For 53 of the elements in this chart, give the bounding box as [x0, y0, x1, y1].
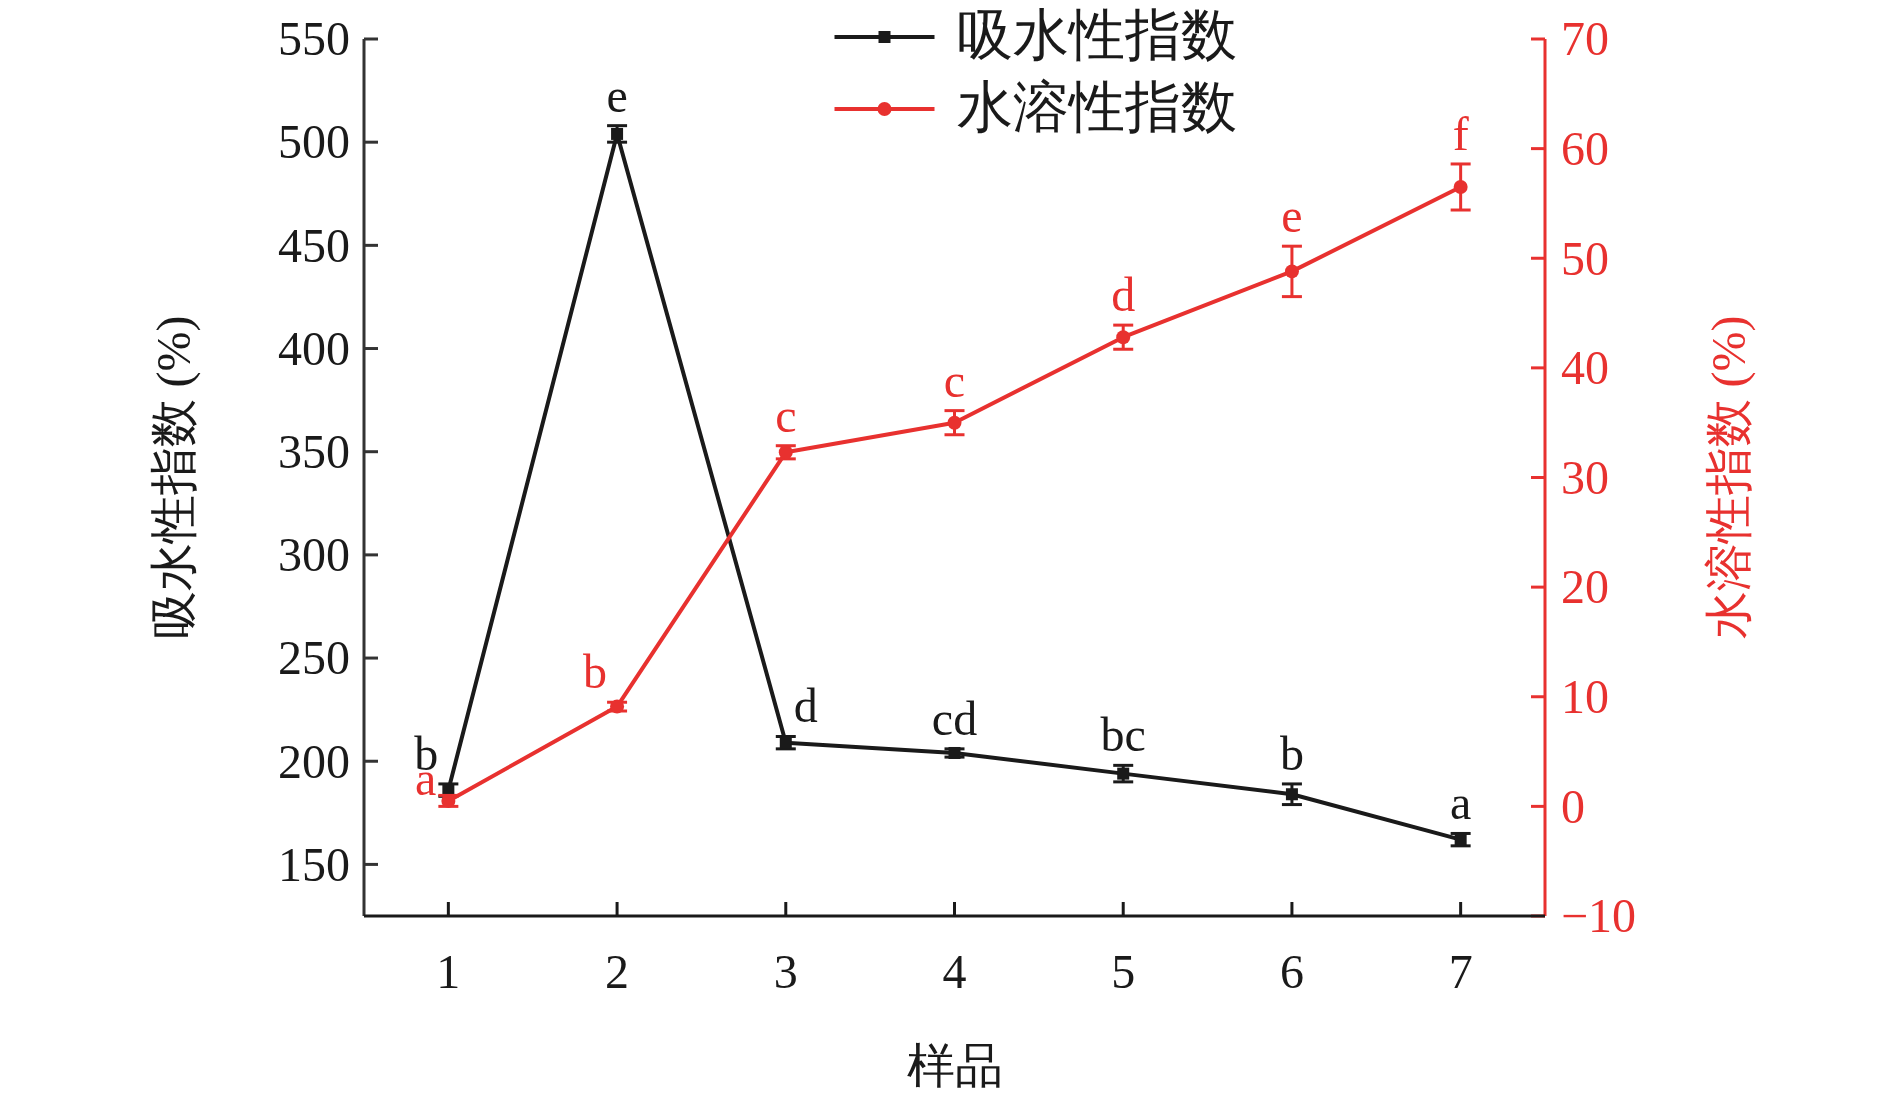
point — [1453, 179, 1468, 194]
data-label: c — [943, 353, 966, 407]
y-tick-label: 150 — [278, 837, 350, 891]
data-label: e — [1281, 189, 1303, 243]
data-label: d — [793, 679, 818, 733]
y-tick-label: 350 — [278, 425, 350, 479]
y2-tick-label: 40 — [1561, 341, 1609, 395]
point — [1454, 833, 1467, 846]
y2-tick-label: 50 — [1561, 231, 1609, 285]
data-label: cd — [931, 691, 978, 745]
y2-tick-label: 30 — [1561, 450, 1609, 504]
x-tick-label: 7 — [1448, 945, 1473, 998]
y2-tick-label: 70 — [1561, 12, 1609, 66]
y-tick-label: 200 — [278, 734, 350, 788]
data-label: c — [775, 388, 797, 442]
y-tick-label: 550 — [278, 12, 350, 66]
point — [948, 746, 961, 759]
data-label: f — [1452, 106, 1469, 160]
point — [611, 127, 624, 140]
legend-label: 吸水性指数 — [956, 4, 1237, 67]
y-tick-label: 400 — [278, 321, 350, 375]
x-tick-label: 1 — [436, 945, 461, 998]
point — [947, 415, 962, 430]
y2-tick-label: 60 — [1561, 121, 1609, 175]
y2-tick-label: 0 — [1561, 779, 1585, 833]
y2-tick-label: −10 — [1561, 889, 1637, 943]
y2-axis-title: 水溶性指数 (%) — [1702, 315, 1756, 640]
y-tick-label: 300 — [278, 528, 350, 582]
point — [1284, 264, 1299, 279]
data-label: b — [1279, 726, 1304, 780]
x-tick-label: 4 — [942, 945, 967, 998]
data-label: e — [606, 68, 628, 122]
y-tick-label: 250 — [278, 631, 350, 685]
data-label: b — [583, 645, 608, 699]
point — [1116, 330, 1131, 345]
x-tick-label: 5 — [1111, 945, 1136, 998]
point — [610, 699, 625, 714]
data-label: bc — [1100, 708, 1146, 762]
y-tick-label: 450 — [278, 218, 350, 272]
legend-label: 水溶性指数 — [956, 76, 1237, 139]
x-axis-title: 样品 — [906, 1039, 1003, 1092]
x-tick-label: 2 — [605, 945, 630, 998]
data-label: d — [1111, 268, 1136, 322]
point — [1117, 767, 1130, 780]
y2-tick-label: 10 — [1561, 670, 1609, 724]
point — [778, 445, 793, 460]
data-label: a — [1449, 776, 1472, 830]
x-tick-label: 3 — [773, 945, 798, 998]
y-axis-title: 吸水性指数 (%) — [147, 315, 201, 640]
point — [1285, 788, 1298, 801]
y2-tick-label: 20 — [1561, 560, 1609, 614]
x-tick-label: 6 — [1279, 945, 1304, 998]
y-tick-label: 500 — [278, 115, 350, 169]
